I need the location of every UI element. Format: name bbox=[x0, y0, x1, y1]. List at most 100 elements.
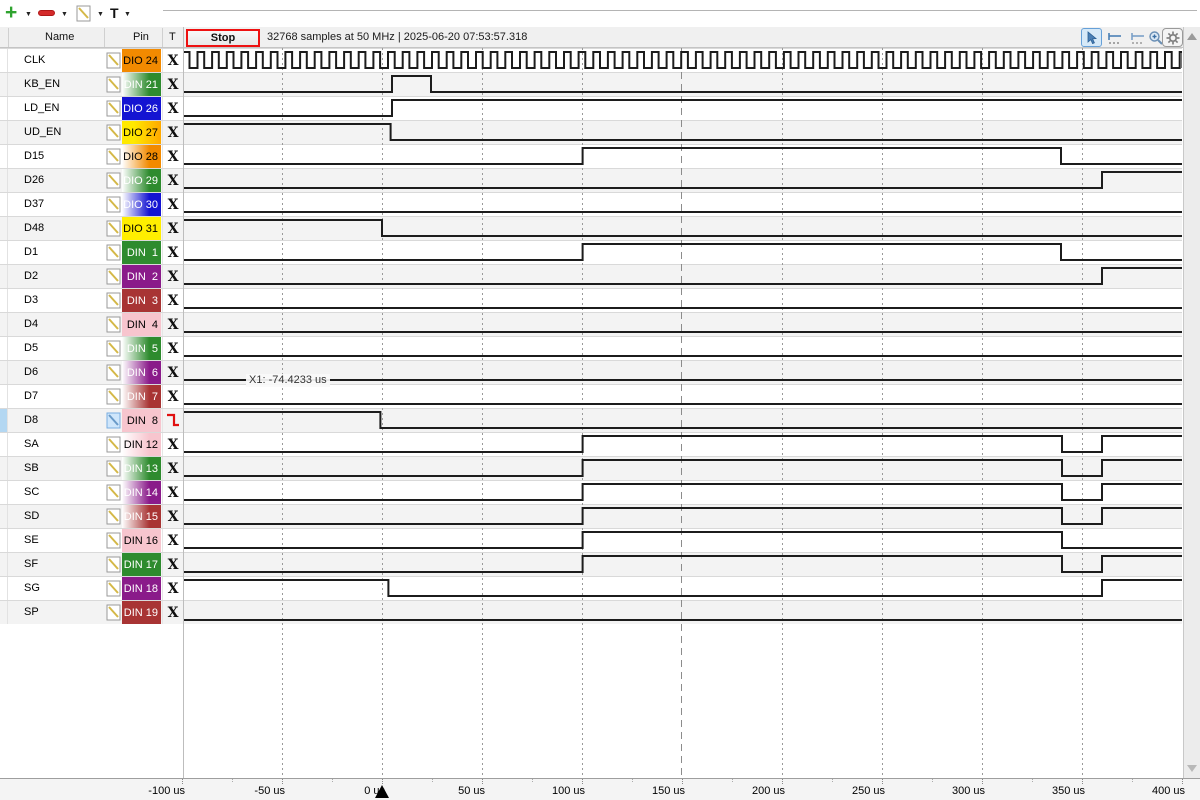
waveform-canvas[interactable] bbox=[183, 48, 1182, 624]
signal-note-icon[interactable] bbox=[106, 556, 121, 573]
signal-note-icon[interactable] bbox=[106, 532, 121, 549]
signal-note-icon[interactable] bbox=[106, 172, 121, 189]
trigger-condition-cell[interactable]: X bbox=[162, 217, 183, 240]
trigger-condition-cell[interactable] bbox=[162, 409, 183, 432]
signal-row-D8[interactable]: D8 DIN 8 bbox=[0, 408, 183, 432]
row-select-strip[interactable] bbox=[0, 169, 8, 192]
trigger-condition-cell[interactable]: X bbox=[162, 601, 183, 624]
remove-signal-button[interactable] bbox=[38, 2, 55, 24]
signal-row-D15[interactable]: D15 DIO 28 X bbox=[0, 144, 183, 168]
signal-note-icon[interactable] bbox=[106, 340, 121, 357]
signal-row-D3[interactable]: D3 DIN 3 X bbox=[0, 288, 183, 312]
signal-row-D1[interactable]: D1 DIN 1 X bbox=[0, 240, 183, 264]
signal-note-icon[interactable] bbox=[106, 388, 121, 405]
trigger-condition-cell[interactable]: X bbox=[162, 121, 183, 144]
trigger-position-marker-icon[interactable] bbox=[375, 785, 389, 798]
signal-note-icon[interactable] bbox=[106, 460, 121, 477]
signal-note-icon[interactable] bbox=[106, 436, 121, 453]
signal-note-icon[interactable] bbox=[106, 364, 121, 381]
signal-note-icon[interactable] bbox=[106, 52, 121, 69]
trigger-condition-cell[interactable]: X bbox=[162, 457, 183, 480]
signal-row-SF[interactable]: SF DIN 17 X bbox=[0, 552, 183, 576]
signal-row-SB[interactable]: SB DIN 13 X bbox=[0, 456, 183, 480]
trigger-condition-cell[interactable]: X bbox=[162, 577, 183, 600]
trigger-condition-cell[interactable]: X bbox=[162, 361, 183, 384]
trigger-condition-cell[interactable]: X bbox=[162, 313, 183, 336]
trigger-condition-cell[interactable]: X bbox=[162, 145, 183, 168]
row-select-strip[interactable] bbox=[0, 529, 8, 552]
signal-note-icon[interactable] bbox=[106, 580, 121, 597]
signal-row-KB_EN[interactable]: KB_EN DIN 21 X bbox=[0, 72, 183, 96]
signal-row-D37[interactable]: D37 DIO 30 X bbox=[0, 192, 183, 216]
trigger-condition-cell[interactable]: X bbox=[162, 97, 183, 120]
add-dropdown-caret-icon[interactable]: ▼ bbox=[25, 11, 32, 18]
row-select-strip[interactable] bbox=[0, 577, 8, 600]
signal-note-icon[interactable] bbox=[106, 508, 121, 525]
row-select-strip[interactable] bbox=[0, 73, 8, 96]
signal-note-icon[interactable] bbox=[106, 316, 121, 333]
trigger-condition-cell[interactable]: X bbox=[162, 481, 183, 504]
row-select-strip[interactable] bbox=[0, 601, 8, 624]
row-select-strip[interactable] bbox=[0, 337, 8, 360]
remove-dropdown-caret-icon[interactable]: ▼ bbox=[61, 11, 68, 18]
signal-row-UD_EN[interactable]: UD_EN DIO 27 X bbox=[0, 120, 183, 144]
signal-note-icon[interactable] bbox=[106, 124, 121, 141]
pointer-tool-button[interactable] bbox=[1081, 28, 1102, 47]
signal-row-D6[interactable]: D6 DIN 6 X bbox=[0, 360, 183, 384]
trigger-condition-cell[interactable]: X bbox=[162, 241, 183, 264]
row-select-strip[interactable] bbox=[0, 121, 8, 144]
signal-row-SG[interactable]: SG DIN 18 X bbox=[0, 576, 183, 600]
signal-note-icon[interactable] bbox=[106, 100, 121, 117]
vertical-scrollbar[interactable] bbox=[1183, 27, 1200, 778]
row-select-strip[interactable] bbox=[0, 553, 8, 576]
row-select-strip[interactable] bbox=[0, 193, 8, 216]
note-dropdown-caret-icon[interactable]: ▼ bbox=[97, 11, 104, 18]
signal-note-icon[interactable] bbox=[106, 196, 121, 213]
trigger-menu-button[interactable]: T bbox=[110, 2, 119, 24]
signal-row-SD[interactable]: SD DIN 15 X bbox=[0, 504, 183, 528]
measure-x-tool-button[interactable] bbox=[1104, 28, 1125, 47]
signal-note-icon[interactable] bbox=[106, 220, 121, 237]
trigger-condition-cell[interactable]: X bbox=[162, 169, 183, 192]
trigger-condition-cell[interactable]: X bbox=[162, 529, 183, 552]
scroll-up-icon[interactable] bbox=[1187, 33, 1197, 40]
row-select-strip[interactable] bbox=[0, 265, 8, 288]
signal-row-SA[interactable]: SA DIN 12 X bbox=[0, 432, 183, 456]
signal-row-D2[interactable]: D2 DIN 2 X bbox=[0, 264, 183, 288]
signal-note-icon[interactable] bbox=[106, 412, 121, 429]
stop-button[interactable]: Stop bbox=[186, 29, 260, 47]
signal-row-SE[interactable]: SE DIN 16 X bbox=[0, 528, 183, 552]
trigger-condition-cell[interactable]: X bbox=[162, 265, 183, 288]
signal-note-icon[interactable] bbox=[106, 244, 121, 261]
signal-row-D5[interactable]: D5 DIN 5 X bbox=[0, 336, 183, 360]
signal-note-icon[interactable] bbox=[106, 148, 121, 165]
trigger-condition-cell[interactable]: X bbox=[162, 553, 183, 576]
row-select-strip[interactable] bbox=[0, 457, 8, 480]
row-select-strip[interactable] bbox=[0, 313, 8, 336]
signal-row-D26[interactable]: D26 DIO 29 X bbox=[0, 168, 183, 192]
row-select-strip[interactable] bbox=[0, 145, 8, 168]
edit-note-button[interactable] bbox=[76, 2, 91, 24]
scroll-down-icon[interactable] bbox=[1187, 765, 1197, 772]
trigger-condition-cell[interactable]: X bbox=[162, 73, 183, 96]
signal-note-icon[interactable] bbox=[106, 604, 121, 621]
trigger-condition-cell[interactable]: X bbox=[162, 385, 183, 408]
trigger-condition-cell[interactable]: X bbox=[162, 49, 183, 72]
add-signal-button[interactable]: + bbox=[5, 2, 17, 24]
trigger-condition-cell[interactable]: X bbox=[162, 337, 183, 360]
row-select-strip[interactable] bbox=[0, 217, 8, 240]
row-select-strip[interactable] bbox=[0, 49, 8, 72]
row-select-strip[interactable] bbox=[0, 409, 8, 432]
signal-row-D4[interactable]: D4 DIN 4 X bbox=[0, 312, 183, 336]
signal-note-icon[interactable] bbox=[106, 484, 121, 501]
signal-row-D48[interactable]: D48 DIO 31 X bbox=[0, 216, 183, 240]
trigger-condition-cell[interactable]: X bbox=[162, 433, 183, 456]
row-select-strip[interactable] bbox=[0, 385, 8, 408]
plot-settings-button[interactable] bbox=[1162, 28, 1183, 47]
row-select-strip[interactable] bbox=[0, 481, 8, 504]
signal-row-CLK[interactable]: CLK DIO 24 X bbox=[0, 48, 183, 72]
signal-row-D7[interactable]: D7 DIN 7 X bbox=[0, 384, 183, 408]
signal-row-LD_EN[interactable]: LD_EN DIO 26 X bbox=[0, 96, 183, 120]
signal-note-icon[interactable] bbox=[106, 76, 121, 93]
signal-row-SP[interactable]: SP DIN 19 X bbox=[0, 600, 183, 624]
